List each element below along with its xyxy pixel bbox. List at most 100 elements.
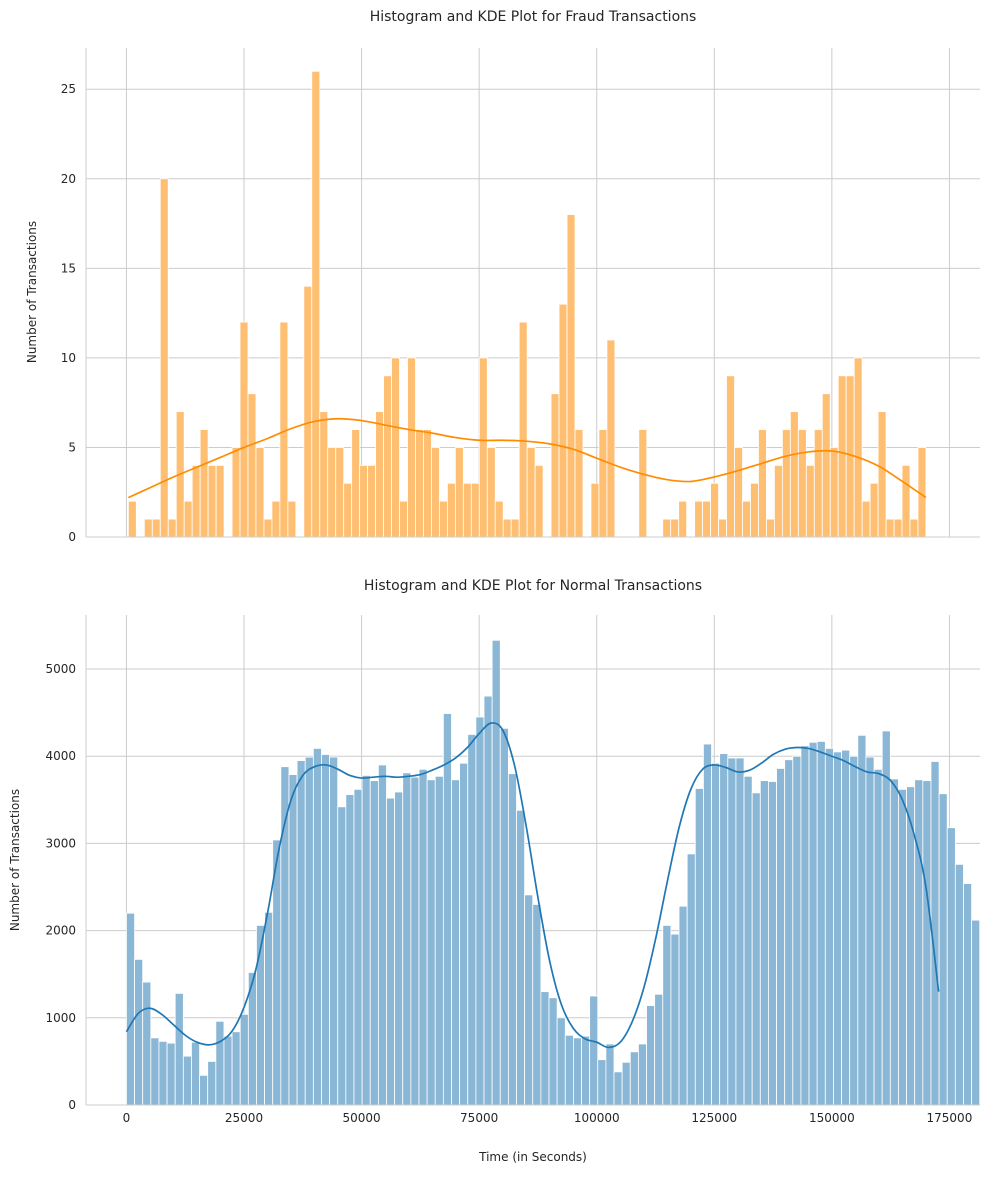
fraud-bar [183, 500, 193, 538]
fraud-bar [877, 411, 887, 538]
normal-y-tick-label: 3000 [45, 836, 76, 850]
normal-bar [207, 1061, 217, 1106]
normal-bar [532, 904, 542, 1106]
normal-bar [572, 1037, 582, 1106]
fraud-bar [662, 518, 672, 538]
normal-x-tick-labels: 0 25000 50000 75000 100000 125000 150000 175000 [123, 1111, 973, 1125]
fraud-histogram-panel: Histogram and KDE Plot for Fraud Transac… [25, 9, 980, 544]
normal-bar [678, 905, 688, 1106]
normal-y-tick-labels: 0 1000 2000 3000 4000 5000 [45, 662, 76, 1112]
fraud-bar [566, 214, 576, 538]
fraud-bar [399, 500, 408, 538]
normal-bar [800, 745, 810, 1106]
normal-bar [304, 756, 314, 1106]
normal-bar [824, 747, 834, 1106]
fraud-bar [829, 447, 839, 538]
normal-x-tick-label: 150000 [809, 1111, 855, 1125]
normal-bar [743, 775, 753, 1106]
fraud-bar [590, 482, 600, 538]
fraud-bar [558, 303, 568, 538]
normal-bar [629, 1051, 639, 1106]
normal-bar [329, 756, 339, 1106]
fraud-bar [446, 482, 456, 538]
normal-bar [889, 778, 899, 1106]
normal-bar [768, 781, 777, 1106]
normal-bar [402, 772, 412, 1106]
normal-bar [507, 773, 517, 1106]
fraud-bar [734, 447, 743, 538]
normal-bar [215, 1020, 225, 1106]
fraud-bar [742, 500, 751, 538]
normal-bar [410, 776, 420, 1106]
fraud-bar [303, 285, 313, 538]
normal-bar [264, 911, 274, 1106]
fraud-bar [255, 447, 265, 538]
normal-bar [199, 1074, 209, 1106]
normal-bar [288, 774, 298, 1106]
normal-bar [914, 779, 924, 1106]
normal-bar [833, 751, 842, 1106]
fraud-y-tick-labels: 0 5 10 15 20 25 [61, 82, 76, 544]
fraud-bar [462, 482, 472, 538]
normal-bar [312, 747, 322, 1106]
normal-bar [369, 780, 379, 1106]
normal-bar [841, 749, 851, 1106]
normal-y-axis-label: Number of Transactions [8, 789, 22, 931]
normal-bar [174, 992, 184, 1106]
normal-bar [434, 775, 444, 1106]
normal-bar [150, 1037, 160, 1106]
fraud-bar [853, 357, 863, 538]
normal-bar [946, 827, 956, 1106]
fraud-bar [215, 464, 225, 538]
normal-x-tick-label: 25000 [225, 1111, 263, 1125]
normal-x-tick-label: 50000 [342, 1111, 380, 1125]
normal-x-tick-label: 0 [123, 1111, 131, 1125]
normal-bar [540, 991, 550, 1106]
normal-bar [321, 754, 331, 1106]
fraud-bar [885, 518, 895, 538]
normal-bar [638, 1043, 647, 1106]
normal-x-tick-label: 75000 [460, 1111, 498, 1125]
fraud-bar [821, 393, 831, 538]
normal-bar [597, 1059, 607, 1106]
fraud-bar [287, 500, 297, 538]
normal-x-axis-label: Time (in Seconds) [478, 1150, 587, 1164]
normal-bar [126, 912, 135, 1106]
normal-bar [459, 762, 469, 1106]
normal-bar [670, 933, 680, 1106]
normal-bar [442, 713, 452, 1106]
fraud-bar [494, 500, 504, 538]
fraud-bars [127, 70, 927, 538]
fraud-bar [319, 411, 329, 538]
normal-bar [475, 716, 485, 1106]
fraud-bar [606, 339, 616, 538]
fraud-bar [143, 518, 153, 538]
normal-bar [223, 1035, 233, 1106]
normal-bar [662, 924, 672, 1106]
fraud-bar [781, 429, 791, 538]
fraud-bar [726, 375, 735, 538]
fraud-bar [470, 482, 480, 538]
fraud-bar [670, 518, 680, 538]
normal-kde-curve [125, 722, 940, 1049]
fraud-bar [502, 518, 512, 538]
normal-x-tick-label: 175000 [927, 1111, 973, 1125]
fraud-bar [351, 429, 361, 538]
fraud-y-tick-label: 5 [68, 440, 76, 454]
fraud-bar [758, 429, 767, 538]
normal-bar [816, 741, 826, 1106]
normal-bar [898, 788, 907, 1106]
normal-bar [727, 757, 737, 1106]
fraud-bar [271, 500, 281, 538]
fraud-y-tick-label: 25 [61, 82, 76, 96]
fraud-kde-curve [128, 417, 927, 499]
normal-bar [556, 1017, 566, 1106]
fraud-bar [199, 429, 209, 538]
normal-bar [784, 759, 794, 1106]
fraud-bar [510, 518, 520, 538]
normal-bar [613, 1071, 623, 1106]
normal-bar [516, 809, 526, 1106]
normal-bar [971, 919, 981, 1106]
normal-bar [963, 883, 972, 1106]
fraud-bar [415, 429, 424, 538]
